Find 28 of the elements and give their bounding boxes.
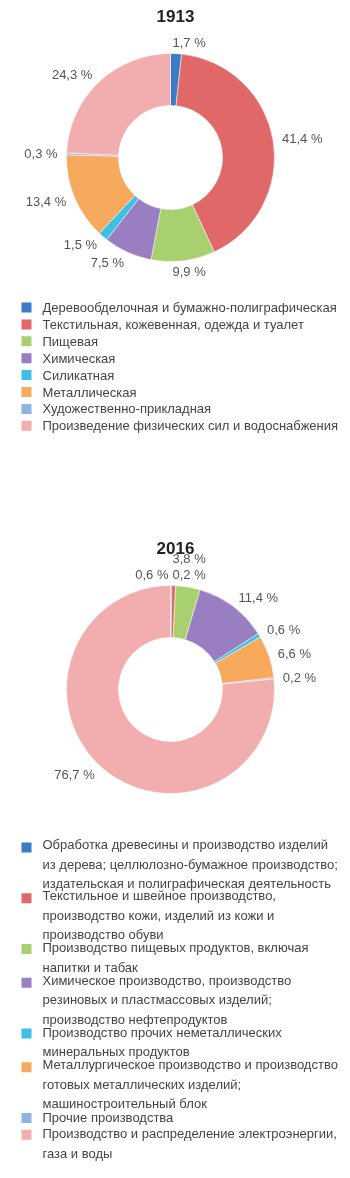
data-label: 0,6 %: [135, 567, 169, 583]
data-label: 0,3 %: [24, 146, 59, 162]
legend-label: Текстильная, кожевенная, одежда и туалет: [42, 316, 304, 332]
data-label: 0,2 %: [282, 669, 317, 685]
legend-label: Силикатная: [42, 367, 115, 383]
data-label: 7,5 %: [90, 254, 125, 270]
legend-label: Прочие производства: [42, 1110, 175, 1126]
data-label: 0,6 %: [266, 622, 301, 638]
chart-title: 1913: [156, 6, 195, 26]
legend-label: Химическая: [42, 350, 116, 366]
legend-label: Произведение физических сил и водоснабжения: [42, 418, 339, 434]
data-label: 13,4 %: [25, 194, 67, 210]
data-label: 1,7 %: [172, 35, 207, 51]
data-label: 9,9 %: [172, 264, 207, 280]
data-label: 41,4 %: [282, 131, 323, 147]
legend-label: Художественно-прикладная: [42, 401, 212, 417]
data-label: 11,4 %: [238, 590, 279, 606]
legend-label: Производство и распределение электроэнергии, газа и воды: [42, 1126, 337, 1161]
legend-label: Деревообделочная и бумажно-полиграфическая: [42, 300, 337, 315]
data-label: 0,2 %: [172, 567, 207, 582]
data-label: 6,6 %: [277, 645, 312, 661]
legend-label: Химическое производство, производство резиновых и пластмассовых изделий; производство нефтепродуктов: [42, 972, 292, 1027]
data-label: 76,7 %: [54, 767, 96, 783]
data-label: 1,5 %: [63, 237, 98, 253]
legend-label: Металлическая: [42, 384, 137, 400]
data-label: 24,3 %: [51, 66, 93, 82]
legend-label: Обработка древесины и производство изделий из дерева; целлюлозно-бумажное производство; издательская и полиграфическая деятельность: [42, 837, 338, 892]
legend-label: Пищевая: [42, 333, 98, 349]
